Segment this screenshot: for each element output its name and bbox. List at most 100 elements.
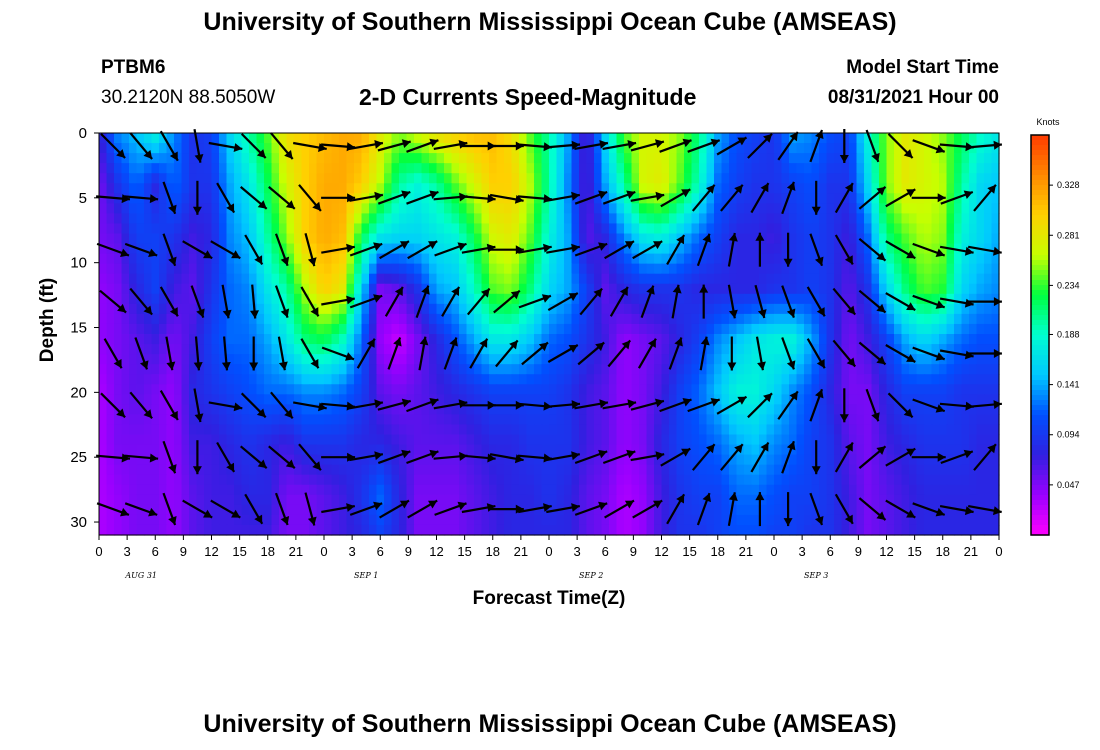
heat-cell <box>99 464 108 476</box>
heat-cell <box>834 364 843 375</box>
heat-cell <box>451 153 460 164</box>
heat-cell <box>129 273 138 285</box>
heat-cell <box>399 273 408 285</box>
heat-cell <box>196 394 205 405</box>
heat-cell <box>549 364 558 375</box>
heat-cell <box>106 504 115 516</box>
heat-cell <box>616 374 625 385</box>
heat-cell <box>804 303 813 315</box>
arrow-head <box>401 190 411 199</box>
heat-cell <box>391 464 400 476</box>
heat-cell <box>991 313 1000 325</box>
heat-cell <box>714 283 723 295</box>
heat-cell <box>766 183 775 194</box>
heat-cell <box>579 504 588 516</box>
heat-cell <box>631 434 640 446</box>
heat-cell <box>324 374 333 385</box>
heat-cell <box>399 494 408 506</box>
heat-cell <box>609 213 618 225</box>
heat-cell <box>721 283 730 295</box>
heat-cell <box>841 163 850 174</box>
heat-cell <box>564 444 573 456</box>
heat-cell <box>766 414 775 426</box>
heat-cell <box>916 323 925 335</box>
heat-cell <box>339 354 348 365</box>
heat-cell <box>474 273 483 285</box>
heat-cell <box>444 293 453 305</box>
arrow-head <box>844 183 853 193</box>
heat-cell <box>346 484 355 496</box>
heat-cell <box>789 344 798 355</box>
heat-cell <box>729 334 738 345</box>
current-arrow <box>865 129 880 163</box>
heat-cell <box>624 203 633 214</box>
heat-cell <box>256 384 265 395</box>
heat-cell <box>384 193 393 204</box>
heat-cell <box>586 173 595 184</box>
heat-cell <box>256 263 265 275</box>
heat-cell <box>121 434 130 446</box>
heat-cell <box>406 434 415 446</box>
heat-cell <box>346 404 355 415</box>
heat-cell <box>894 474 903 486</box>
heat-cell <box>811 303 820 315</box>
heat-cell <box>571 404 580 415</box>
heat-cell <box>474 213 483 225</box>
heat-cell <box>684 414 693 426</box>
heat-cell <box>444 384 453 395</box>
heat-cell <box>946 263 955 275</box>
heat-cell <box>451 263 460 275</box>
heat-cell <box>676 364 685 375</box>
heat-cell <box>804 504 813 516</box>
heat-cell <box>376 484 385 496</box>
heat-cell <box>211 233 220 245</box>
arrow-head <box>786 181 796 191</box>
heat-cell <box>744 303 753 315</box>
heat-cell <box>129 143 138 154</box>
heat-cell <box>804 494 813 506</box>
heat-cell <box>511 424 520 436</box>
heat-cell <box>496 253 505 265</box>
heat-cell <box>639 203 648 214</box>
heat-cell <box>909 484 918 496</box>
current-arrow <box>716 136 748 156</box>
heat-cell <box>796 153 805 164</box>
heat-cell <box>421 313 430 325</box>
heat-cell <box>466 143 475 154</box>
heat-cell <box>354 494 363 506</box>
heat-cell <box>991 424 1000 436</box>
heat-cell <box>796 213 805 225</box>
heat-cell <box>714 163 723 174</box>
heat-cell <box>519 143 528 154</box>
heat-cell <box>744 414 753 426</box>
heat-cell <box>684 163 693 174</box>
heat-cell <box>159 474 168 486</box>
heat-cell <box>444 414 453 426</box>
heat-cell <box>961 374 970 385</box>
heat-cell <box>729 143 738 154</box>
heat-cell <box>864 434 873 446</box>
heat-cell <box>871 424 880 436</box>
heat-cell <box>624 504 633 516</box>
heat-cell <box>549 243 558 255</box>
heat-cell <box>759 464 768 476</box>
heat-cell <box>586 404 595 415</box>
heat-cell <box>916 303 925 315</box>
heat-cell <box>759 153 768 164</box>
heat-cell <box>106 524 115 536</box>
heat-cell <box>864 474 873 486</box>
heat-cell <box>706 384 715 395</box>
heat-cell <box>654 374 663 385</box>
heat-cell <box>339 364 348 375</box>
heat-cell <box>294 464 303 476</box>
heat-cell <box>916 374 925 385</box>
heat-cell <box>189 273 198 285</box>
heat-cell <box>969 163 978 174</box>
heat-cell <box>204 384 213 395</box>
heat-cell <box>759 404 768 415</box>
heat-cell <box>549 153 558 164</box>
heat-cell <box>421 464 430 476</box>
heat-cell <box>931 504 940 516</box>
heat-cell <box>939 484 948 496</box>
heat-cell <box>399 354 408 365</box>
